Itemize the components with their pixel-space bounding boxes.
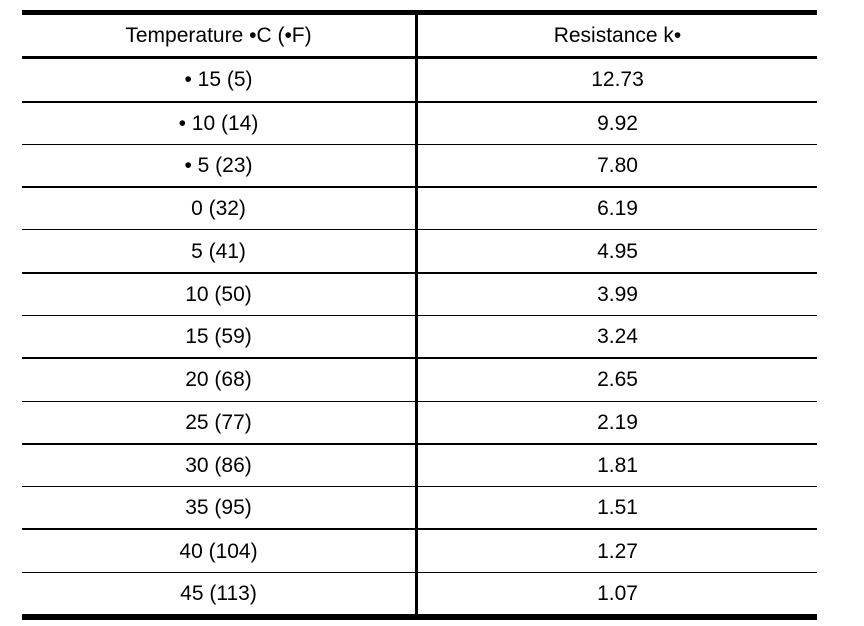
temperature-cell: 35 (95) (22, 487, 418, 529)
resistance-cell: 1.07 (597, 581, 638, 605)
resistance-cell: 9.92 (597, 111, 638, 135)
resistance-cell: 2.19 (597, 410, 638, 434)
resistance-cell: 7.80 (597, 153, 638, 177)
temperature-cell: 20 (68) (22, 359, 418, 401)
table-row: 25 (77) 2.19 (22, 401, 817, 445)
table-row: • 15 (5) 12.73 (22, 59, 817, 103)
temperature-cell: • 15 (5) (22, 59, 418, 101)
resistance-cell: 12.73 (591, 68, 644, 92)
table-row: 10 (50) 3.99 (22, 273, 817, 316)
resistance-cell: 3.99 (597, 282, 638, 306)
temperature-cell: 45 (113) (22, 572, 418, 614)
temperature-cell: • 5 (23) (22, 144, 418, 187)
resistance-cell: 6.19 (597, 197, 638, 221)
table-row: 15 (59) 3.24 (22, 315, 817, 360)
temperature-cell: 5 (41) (22, 230, 418, 272)
column-header-resistance: Resistance k• (553, 24, 682, 48)
table-header-row: Temperature •C (•F) Resistance k• (22, 15, 817, 60)
table-row: • 10 (14) 9.92 (22, 102, 817, 145)
table-row: 45 (113) 1.07 (22, 572, 817, 614)
table-row: 20 (68) 2.65 (22, 359, 817, 402)
temperature-cell: 10 (50) (22, 273, 418, 315)
temperature-cell: 30 (86) (22, 444, 418, 487)
table-row: 0 (32) 6.19 (22, 188, 817, 231)
table-row: 30 (86) 1.81 (22, 444, 817, 488)
temperature-cell: • 10 (14) (22, 102, 418, 144)
temperature-cell: 0 (32) (22, 188, 418, 230)
column-header-temperature: Temperature •C (•F) (22, 15, 418, 57)
table-row: • 5 (23) 7.80 (22, 144, 817, 189)
table-row: 5 (41) 4.95 (22, 230, 817, 274)
resistance-cell: 2.65 (597, 368, 638, 392)
temperature-cell: 40 (104) (22, 530, 418, 572)
resistance-cell: 4.95 (597, 239, 638, 263)
table-row: 35 (95) 1.51 (22, 487, 817, 531)
table-row: 40 (104) 1.27 (22, 530, 817, 573)
resistance-cell: 1.51 (597, 496, 638, 520)
temperature-cell: 25 (77) (22, 401, 418, 443)
resistance-cell: 1.81 (597, 453, 638, 477)
resistance-table: Temperature •C (•F) Resistance k• • 15 (… (22, 10, 817, 620)
temperature-cell: 15 (59) (22, 315, 418, 358)
resistance-cell: 1.27 (597, 539, 638, 563)
resistance-cell: 3.24 (597, 325, 638, 349)
